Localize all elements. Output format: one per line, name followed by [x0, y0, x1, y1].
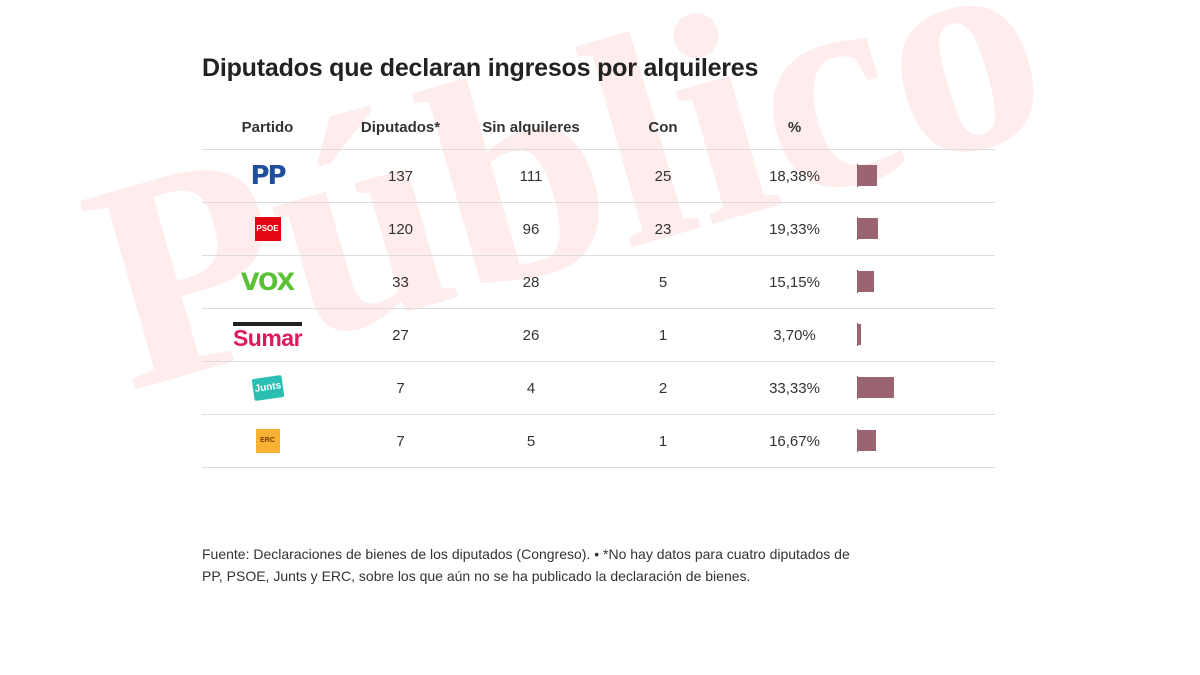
diputados-cell: 27	[333, 308, 468, 362]
vox-logo: VOX	[240, 268, 295, 296]
percent-cell: 33,33%	[732, 361, 857, 415]
party-cell: VOX	[202, 255, 333, 309]
percent-cell: 3,70%	[732, 308, 857, 362]
table-row-sumar: Sumar 27 26 1 3,70%	[202, 308, 995, 362]
sin-alquileres-cell: 111	[468, 149, 594, 203]
header-partido: Partido	[202, 105, 333, 150]
psoe-logo: PSOE	[254, 217, 281, 241]
bar-cell	[857, 149, 995, 203]
diputados-cell: 7	[333, 361, 468, 415]
percent-bar-sumar	[857, 324, 862, 345]
percent-cell: 15,15%	[732, 255, 857, 309]
sin-alquileres-cell: 28	[468, 255, 594, 309]
con-cell: 2	[594, 361, 732, 415]
table-row-junts: Junts 7 4 2 33,33%	[202, 361, 995, 415]
percent-bar-junts	[857, 377, 894, 398]
con-cell: 25	[594, 149, 732, 203]
table-row-erc: ERC 7 5 1 16,67%	[202, 414, 995, 468]
header-bar	[857, 105, 995, 150]
bar-cell	[857, 308, 995, 362]
percent-bar-psoe	[857, 218, 879, 239]
party-cell: PP	[202, 149, 333, 203]
table-row-psoe: PSOE 120 96 23 19,33%	[202, 202, 995, 256]
party-cell: PSOE	[202, 202, 333, 256]
header-sin-alquileres: Sin alquileres	[468, 105, 594, 150]
header-percent: %	[732, 105, 857, 150]
sin-alquileres-cell: 4	[468, 361, 594, 415]
percent-cell: 19,33%	[732, 202, 857, 256]
con-cell: 1	[594, 414, 732, 468]
sumar-logo: Sumar	[232, 321, 303, 349]
percent-bar-pp	[857, 165, 878, 186]
chart-title: Diputados que declaran ingresos por alqu…	[202, 54, 759, 82]
diputados-cell: 120	[333, 202, 468, 256]
con-cell: 1	[594, 308, 732, 362]
party-cell: ERC	[202, 414, 333, 468]
table-row-vox: VOX 33 28 5 15,15%	[202, 255, 995, 309]
table-header-row: Partido Diputados* Sin alquileres Con %	[202, 105, 995, 150]
sin-alquileres-cell: 96	[468, 202, 594, 256]
pp-logo: PP	[250, 161, 286, 191]
party-cell: Junts	[202, 361, 333, 415]
sin-alquileres-cell: 26	[468, 308, 594, 362]
junts-logo: Junts	[251, 375, 284, 401]
bar-cell	[857, 255, 995, 309]
erc-logo: ERC	[255, 429, 280, 453]
party-cell: Sumar	[202, 308, 333, 362]
header-diputados: Diputados*	[333, 105, 468, 150]
percent-bar-vox	[857, 271, 874, 292]
bar-cell	[857, 361, 995, 415]
diputados-cell: 137	[333, 149, 468, 203]
rental-income-table: Partido Diputados* Sin alquileres Con % …	[202, 105, 995, 468]
table-row-pp: PP 137 111 25 18,38%	[202, 149, 995, 203]
con-cell: 23	[594, 202, 732, 256]
bar-cell	[857, 202, 995, 256]
sin-alquileres-cell: 5	[468, 414, 594, 468]
bar-cell	[857, 414, 995, 468]
diputados-cell: 33	[333, 255, 468, 309]
percent-cell: 18,38%	[732, 149, 857, 203]
percent-cell: 16,67%	[732, 414, 857, 468]
diputados-cell: 7	[333, 414, 468, 468]
percent-bar-erc	[857, 430, 876, 451]
header-con: Con	[594, 105, 732, 150]
source-note: Fuente: Declaraciones de bienes de los d…	[202, 546, 850, 584]
con-cell: 5	[594, 255, 732, 309]
